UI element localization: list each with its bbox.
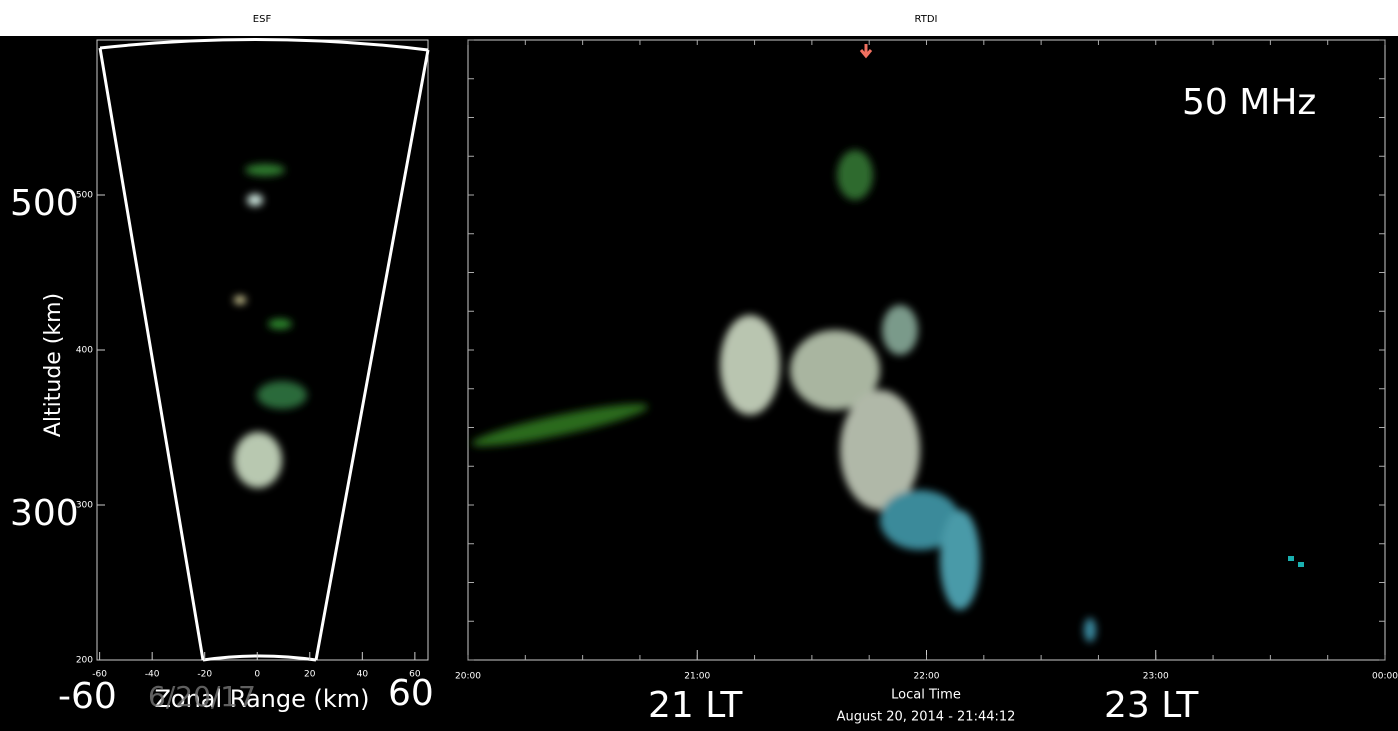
annotation: 500 xyxy=(10,183,79,224)
x-tick-label: 20 xyxy=(304,670,316,680)
y-axis-label: Altitude (km) xyxy=(41,293,66,437)
y-tick-label: 200 xyxy=(76,656,93,666)
echoes xyxy=(234,150,1096,642)
annotation: 60 xyxy=(388,673,434,714)
x-tick-label: -20 xyxy=(197,670,212,680)
x-axis-label: Local Time xyxy=(891,688,961,703)
time-marker xyxy=(859,44,873,59)
panel-title: ESF xyxy=(253,14,272,25)
x-tick-label: -60 xyxy=(92,670,107,680)
echo-dot xyxy=(1288,556,1294,561)
y-tick-label: 400 xyxy=(76,346,93,356)
annotation: -60 xyxy=(58,676,117,717)
esf-wedge xyxy=(98,37,430,662)
x-tick-label: 20:00 xyxy=(455,672,481,682)
x-tick-label: 23:00 xyxy=(1143,672,1169,682)
annotation: 50 MHz xyxy=(1182,82,1316,123)
subtitle: August 20, 2014 - 21:44:12 xyxy=(837,710,1016,725)
x-tick-label: 22:00 xyxy=(914,672,940,682)
title-strip xyxy=(0,0,1398,36)
x-axis-label: Zonal Range (km) xyxy=(154,685,369,713)
echo-dot xyxy=(1298,562,1304,567)
annotation: 21 LT xyxy=(648,685,743,726)
x-tick-label: 21:00 xyxy=(684,672,710,682)
y-tick-label: 500 xyxy=(76,191,93,201)
x-tick-label: 00:00 xyxy=(1372,672,1398,682)
annotation: 23 LT xyxy=(1104,685,1199,726)
x-tick-label: 60 xyxy=(409,670,421,680)
annotation: 6/20/17 xyxy=(148,680,256,713)
x-tick-label: -40 xyxy=(145,670,160,680)
annotation: 300 xyxy=(10,493,79,534)
x-tick-label: 0 xyxy=(254,670,260,680)
x-tick-label: 40 xyxy=(357,670,369,680)
y-tick-label: 300 xyxy=(76,501,93,511)
panel-title: RTDI xyxy=(915,14,938,25)
